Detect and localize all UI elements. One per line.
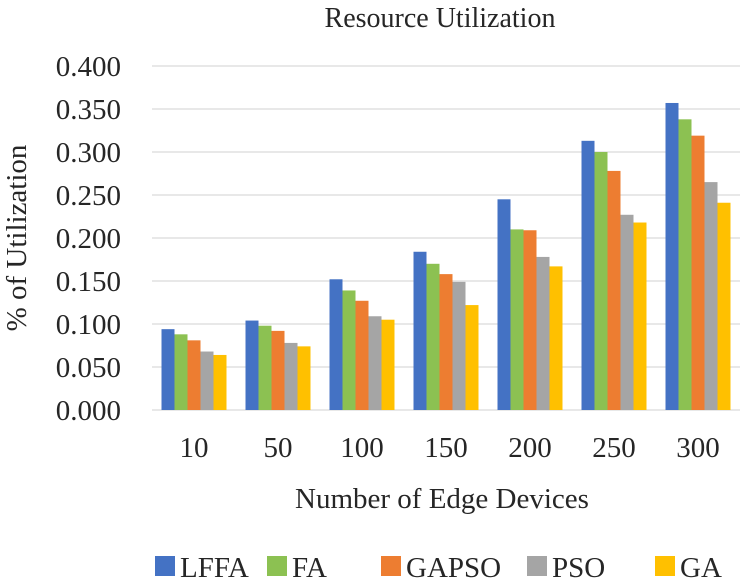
bar-pso-100 — [368, 316, 382, 410]
legend-label: PSO — [552, 552, 605, 584]
x-tick-label: 300 — [676, 432, 720, 464]
y-tick-label: 0.200 — [56, 223, 121, 255]
x-axis-label: Number of Edge Devices — [295, 483, 589, 515]
legend-swatch — [155, 556, 175, 576]
y-tick-label: 0.400 — [56, 51, 121, 83]
bar-lffa-150 — [413, 251, 427, 410]
legend-label: LFFA — [180, 552, 249, 584]
legend-item-fa: FA — [267, 552, 327, 584]
legend-item-ga: GA — [655, 552, 722, 584]
y-axis-label: % of Utilization — [1, 144, 33, 331]
bar-pso-10 — [200, 351, 214, 410]
legend: LFFA FA GAPSO PSO GA — [155, 552, 722, 584]
legend-label: FA — [292, 552, 327, 584]
bar-fa-300 — [678, 119, 692, 410]
y-tick-label: 0.100 — [56, 309, 121, 341]
bar-ga-10 — [213, 354, 227, 410]
bar-gapso-300 — [691, 135, 705, 410]
bar-ga-250 — [633, 222, 647, 410]
bar-lffa-300 — [665, 102, 679, 410]
bar-pso-200 — [536, 256, 550, 410]
bar-ga-200 — [549, 266, 563, 410]
legend-item-lffa: LFFA — [155, 552, 249, 584]
bars — [161, 102, 731, 410]
bar-ga-100 — [381, 319, 395, 410]
bar-pso-50 — [284, 342, 298, 410]
x-tick-label: 50 — [264, 432, 293, 464]
bar-ga-300 — [717, 202, 731, 410]
bar-lffa-50 — [245, 320, 259, 410]
x-tick-label: 150 — [424, 432, 468, 464]
bar-pso-250 — [620, 214, 634, 410]
legend-label: GAPSO — [406, 552, 501, 584]
bar-gapso-50 — [271, 330, 285, 410]
bar-lffa-10 — [161, 329, 175, 410]
chart-title: Resource Utilization — [325, 3, 556, 34]
x-axis-ticks: 10 50 100 150 200 250 300 — [180, 432, 720, 464]
legend-item-gapso: GAPSO — [381, 552, 501, 584]
bar-gapso-10 — [187, 340, 201, 410]
bar-fa-100 — [342, 290, 356, 410]
legend-swatch — [381, 556, 401, 576]
bar-lffa-250 — [581, 140, 595, 410]
bar-fa-250 — [594, 152, 608, 410]
bar-ga-50 — [297, 346, 311, 410]
bar-lffa-100 — [329, 279, 343, 410]
bar-pso-150 — [452, 281, 466, 410]
bar-gapso-100 — [355, 300, 369, 410]
bar-fa-50 — [258, 325, 272, 410]
bar-ga-150 — [465, 305, 479, 410]
bar-gapso-200 — [523, 230, 537, 410]
legend-item-pso: PSO — [527, 552, 605, 584]
legend-swatch — [267, 556, 287, 576]
bar-fa-200 — [510, 229, 524, 410]
bar-pso-300 — [704, 182, 718, 410]
bar-gapso-250 — [607, 170, 621, 410]
y-tick-label: 0.250 — [56, 180, 121, 212]
legend-label: GA — [680, 552, 722, 584]
y-tick-label: 0.300 — [56, 137, 121, 169]
bar-fa-150 — [426, 263, 440, 410]
x-tick-label: 200 — [508, 432, 552, 464]
y-tick-label: 0.050 — [56, 352, 121, 384]
y-tick-label: 0.150 — [56, 266, 121, 298]
bar-fa-10 — [174, 334, 188, 410]
x-tick-label: 100 — [340, 432, 384, 464]
legend-swatch — [655, 556, 675, 576]
x-tick-label: 10 — [180, 432, 209, 464]
y-tick-label: 0.350 — [56, 94, 121, 126]
y-tick-label: 0.000 — [56, 395, 121, 427]
bar-lffa-200 — [497, 199, 511, 410]
bar-gapso-150 — [439, 274, 453, 410]
y-axis-ticks: 0.000 0.050 0.100 0.150 0.200 0.250 0.300 0.350… — [56, 51, 121, 427]
legend-swatch — [527, 556, 547, 576]
x-tick-label: 250 — [592, 432, 636, 464]
